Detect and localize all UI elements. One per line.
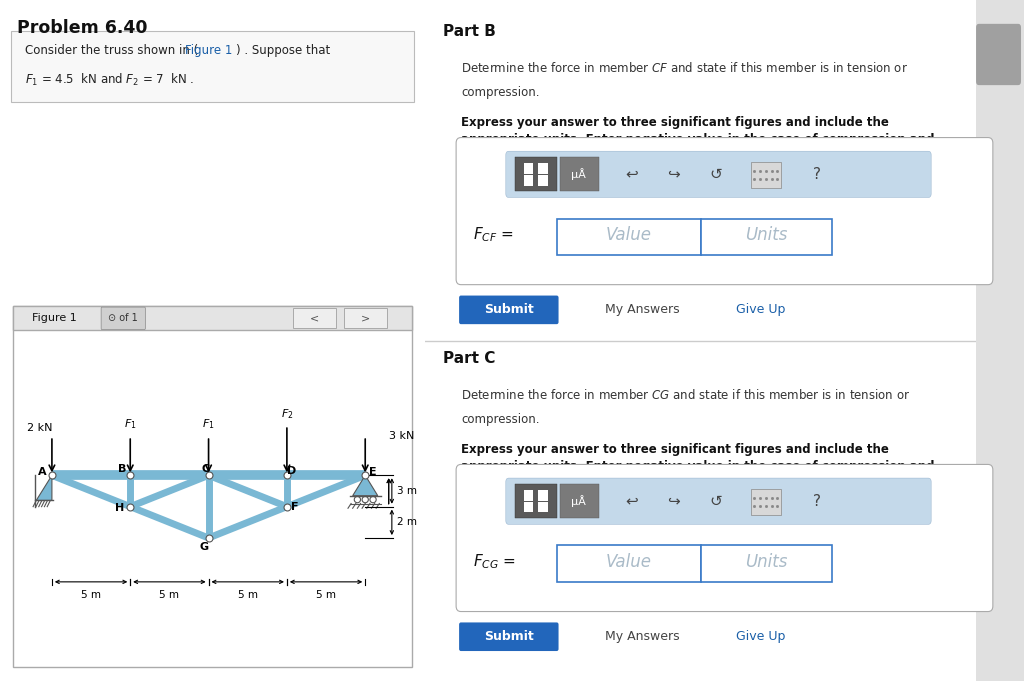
FancyBboxPatch shape bbox=[344, 308, 387, 328]
FancyBboxPatch shape bbox=[456, 138, 993, 285]
Text: Problem 6.40: Problem 6.40 bbox=[17, 19, 147, 37]
Text: Units: Units bbox=[745, 226, 787, 244]
Text: Part C: Part C bbox=[443, 351, 496, 366]
Text: <: < bbox=[310, 313, 319, 323]
Text: 2 m: 2 m bbox=[396, 518, 417, 527]
Text: H: H bbox=[115, 503, 124, 513]
FancyBboxPatch shape bbox=[700, 545, 833, 582]
FancyBboxPatch shape bbox=[557, 545, 700, 582]
Text: Value: Value bbox=[605, 226, 651, 244]
FancyBboxPatch shape bbox=[12, 306, 413, 330]
FancyBboxPatch shape bbox=[751, 489, 780, 515]
Text: 3 kN: 3 kN bbox=[389, 431, 414, 441]
Polygon shape bbox=[352, 475, 378, 496]
FancyBboxPatch shape bbox=[506, 151, 931, 197]
Polygon shape bbox=[36, 475, 52, 501]
Text: G: G bbox=[200, 542, 209, 552]
Text: $F_1$ = 4.5  kN and $F_2$ = 7  kN .: $F_1$ = 4.5 kN and $F_2$ = 7 kN . bbox=[26, 72, 195, 88]
FancyBboxPatch shape bbox=[459, 296, 558, 324]
FancyBboxPatch shape bbox=[560, 484, 599, 518]
Text: A: A bbox=[38, 467, 47, 477]
FancyBboxPatch shape bbox=[459, 622, 558, 651]
Text: ) . Suppose that: ) . Suppose that bbox=[236, 44, 330, 57]
FancyBboxPatch shape bbox=[700, 219, 833, 255]
Text: E: E bbox=[370, 467, 377, 477]
Text: Express your answer to three significant figures and include the
appropriate uni: Express your answer to three significant… bbox=[461, 443, 935, 490]
Text: Submit: Submit bbox=[484, 630, 534, 644]
Text: compression.: compression. bbox=[461, 86, 540, 99]
Text: Give Up: Give Up bbox=[736, 303, 785, 317]
Text: Submit: Submit bbox=[484, 303, 534, 317]
Text: Units: Units bbox=[745, 553, 787, 571]
Text: Determine the force in member $CF$ and state if this member is in tension or: Determine the force in member $CF$ and s… bbox=[461, 61, 908, 76]
FancyBboxPatch shape bbox=[515, 157, 557, 191]
FancyBboxPatch shape bbox=[539, 490, 548, 501]
FancyBboxPatch shape bbox=[12, 306, 413, 667]
Bar bbox=[976, 0, 1024, 681]
Text: Give Up: Give Up bbox=[736, 630, 785, 644]
FancyBboxPatch shape bbox=[560, 157, 599, 191]
Text: ↪: ↪ bbox=[668, 167, 680, 182]
Text: 5 m: 5 m bbox=[316, 590, 336, 600]
FancyBboxPatch shape bbox=[293, 308, 336, 328]
Text: ↩: ↩ bbox=[626, 494, 638, 509]
Text: F: F bbox=[291, 502, 298, 511]
FancyBboxPatch shape bbox=[524, 163, 534, 174]
Text: My Answers: My Answers bbox=[604, 630, 679, 644]
Text: Value: Value bbox=[605, 553, 651, 571]
Text: 5 m: 5 m bbox=[160, 590, 179, 600]
Text: >: > bbox=[360, 313, 370, 323]
Text: ?: ? bbox=[813, 494, 821, 509]
Text: $F_1$: $F_1$ bbox=[124, 417, 136, 432]
Text: Determine the force in member $CG$ and state if this member is in tension or: Determine the force in member $CG$ and s… bbox=[461, 388, 910, 402]
Text: ↪: ↪ bbox=[668, 494, 680, 509]
FancyBboxPatch shape bbox=[10, 31, 415, 102]
FancyBboxPatch shape bbox=[539, 501, 548, 513]
FancyBboxPatch shape bbox=[976, 24, 1021, 85]
Text: C: C bbox=[202, 464, 210, 474]
Text: 2 kN: 2 kN bbox=[27, 423, 52, 433]
Text: μÅ: μÅ bbox=[571, 495, 587, 507]
Text: ?: ? bbox=[813, 167, 821, 182]
Text: $F_1$: $F_1$ bbox=[203, 417, 215, 432]
FancyBboxPatch shape bbox=[751, 162, 780, 188]
Text: $F_{CG}$ =: $F_{CG}$ = bbox=[473, 552, 516, 571]
FancyBboxPatch shape bbox=[101, 307, 145, 330]
FancyBboxPatch shape bbox=[539, 174, 548, 186]
FancyBboxPatch shape bbox=[524, 174, 534, 186]
Text: Figure 1: Figure 1 bbox=[32, 313, 77, 323]
FancyBboxPatch shape bbox=[524, 490, 534, 501]
Text: Part B: Part B bbox=[443, 24, 496, 39]
Text: D: D bbox=[287, 466, 296, 475]
Text: ↺: ↺ bbox=[709, 167, 722, 182]
Text: ↺: ↺ bbox=[709, 494, 722, 509]
Text: ↩: ↩ bbox=[626, 167, 638, 182]
Text: $F_2$: $F_2$ bbox=[281, 407, 293, 420]
Text: ⊙ of 1: ⊙ of 1 bbox=[109, 313, 138, 323]
FancyBboxPatch shape bbox=[506, 478, 931, 524]
Text: $F_{CF}$ =: $F_{CF}$ = bbox=[473, 225, 514, 244]
Text: μÅ: μÅ bbox=[571, 168, 587, 180]
Text: Express your answer to three significant figures and include the
appropriate uni: Express your answer to three significant… bbox=[461, 116, 935, 163]
Text: 5 m: 5 m bbox=[81, 590, 101, 600]
Text: My Answers: My Answers bbox=[604, 303, 679, 317]
Text: 5 m: 5 m bbox=[238, 590, 258, 600]
FancyBboxPatch shape bbox=[456, 464, 993, 612]
Text: compression.: compression. bbox=[461, 413, 540, 426]
Text: Consider the truss shown in (: Consider the truss shown in ( bbox=[26, 44, 199, 57]
Text: Figure 1: Figure 1 bbox=[185, 44, 232, 57]
Text: 3 m: 3 m bbox=[396, 486, 417, 496]
FancyBboxPatch shape bbox=[515, 484, 557, 518]
FancyBboxPatch shape bbox=[539, 163, 548, 174]
Text: B: B bbox=[118, 464, 127, 474]
FancyBboxPatch shape bbox=[557, 219, 700, 255]
FancyBboxPatch shape bbox=[524, 501, 534, 513]
